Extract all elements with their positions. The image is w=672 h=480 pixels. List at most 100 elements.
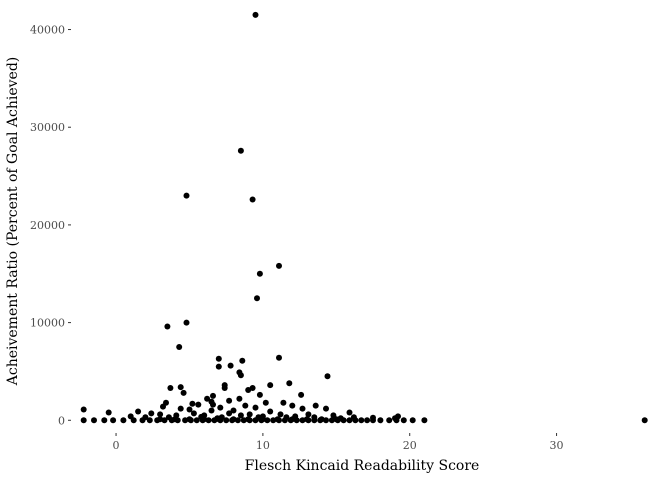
- data-point: [400, 417, 407, 424]
- data-point: [221, 385, 228, 391]
- y-tick-label: 0: [58, 414, 65, 427]
- data-point: [358, 417, 365, 424]
- data-point: [364, 417, 371, 424]
- y-tick-label: 10000: [30, 317, 65, 330]
- data-point: [277, 411, 284, 418]
- data-point: [239, 357, 246, 364]
- data-point: [333, 416, 340, 423]
- data-point: [386, 417, 393, 424]
- data-point: [226, 397, 233, 404]
- data-point: [249, 196, 256, 203]
- data-point: [80, 417, 87, 424]
- data-point: [289, 416, 296, 423]
- data-point: [189, 400, 196, 407]
- y-axis-ticks: 0 10000 20000 30000 40000: [30, 24, 71, 427]
- data-point: [305, 411, 312, 418]
- data-point: [148, 410, 155, 417]
- data-point: [210, 392, 216, 399]
- data-point: [254, 295, 260, 302]
- data-point: [237, 372, 244, 379]
- x-tick-label: 20: [403, 439, 417, 452]
- data-point: [237, 412, 244, 419]
- data-point: [180, 389, 187, 396]
- data-point: [324, 373, 331, 380]
- data-point: [245, 416, 252, 423]
- y-axis-title: Acheivement Ratio (Percent of Goal Achie…: [5, 57, 21, 387]
- data-point: [409, 417, 416, 424]
- data-point: [120, 417, 127, 424]
- data-point: [226, 410, 233, 417]
- data-point: [340, 417, 347, 424]
- data-point: [311, 417, 318, 424]
- data-point: [167, 385, 174, 391]
- data-point: [177, 384, 184, 391]
- data-point: [236, 395, 243, 402]
- data-point: [227, 362, 234, 369]
- data-point: [242, 402, 249, 409]
- data-point: [346, 409, 353, 416]
- data-point: [281, 417, 288, 424]
- data-point: [256, 391, 263, 398]
- data-point: [215, 363, 222, 370]
- data-point: [135, 408, 142, 415]
- data-point: [312, 402, 319, 409]
- data-point: [352, 417, 359, 424]
- data-point: [146, 417, 153, 424]
- data-point: [252, 417, 259, 424]
- data-point: [252, 404, 259, 411]
- data-point: [208, 407, 215, 414]
- data-point: [186, 406, 193, 413]
- y-tick-label: 30000: [30, 121, 65, 134]
- data-point: [267, 382, 274, 389]
- y-tick-label: 40000: [30, 24, 65, 37]
- data-point: [298, 391, 305, 398]
- data-point: [421, 417, 428, 424]
- x-tick-label: 10: [256, 439, 270, 452]
- data-point: [377, 417, 384, 424]
- data-point: [193, 417, 200, 424]
- data-point: [91, 417, 97, 424]
- data-point: [262, 399, 269, 406]
- data-point: [252, 11, 259, 18]
- data-point: [346, 417, 353, 424]
- data-point: [157, 411, 164, 418]
- data-point: [183, 319, 190, 326]
- data-point: [318, 416, 325, 423]
- data-point: [276, 354, 282, 361]
- x-axis-ticks: 0 10 20 30: [113, 433, 564, 452]
- data-point: [299, 405, 306, 412]
- data-point: [215, 416, 222, 423]
- data-points: [80, 11, 648, 424]
- data-point: [267, 408, 274, 415]
- data-point: [201, 416, 208, 423]
- data-point: [105, 409, 112, 416]
- data-point: [259, 416, 266, 423]
- data-point: [303, 416, 310, 423]
- data-point: [183, 192, 190, 199]
- data-point: [237, 147, 244, 154]
- data-point: [176, 344, 183, 350]
- data-point: [186, 416, 193, 423]
- data-point: [256, 270, 263, 277]
- data-point: [274, 416, 281, 423]
- x-tick-label: 30: [550, 439, 564, 452]
- data-point: [171, 416, 178, 423]
- data-point: [286, 380, 293, 387]
- data-point: [323, 405, 329, 412]
- data-point: [215, 355, 222, 362]
- data-point: [160, 403, 166, 410]
- data-point: [217, 404, 224, 411]
- data-point: [164, 323, 171, 330]
- data-point: [230, 416, 237, 423]
- data-point: [246, 411, 253, 418]
- y-tick-label: 20000: [30, 219, 65, 232]
- data-point: [276, 262, 282, 269]
- data-point: [223, 417, 230, 424]
- data-point: [139, 417, 146, 424]
- x-tick-label: 0: [113, 439, 120, 452]
- data-point: [280, 399, 287, 406]
- data-point: [370, 417, 376, 424]
- data-point: [210, 401, 216, 408]
- data-point: [245, 387, 252, 393]
